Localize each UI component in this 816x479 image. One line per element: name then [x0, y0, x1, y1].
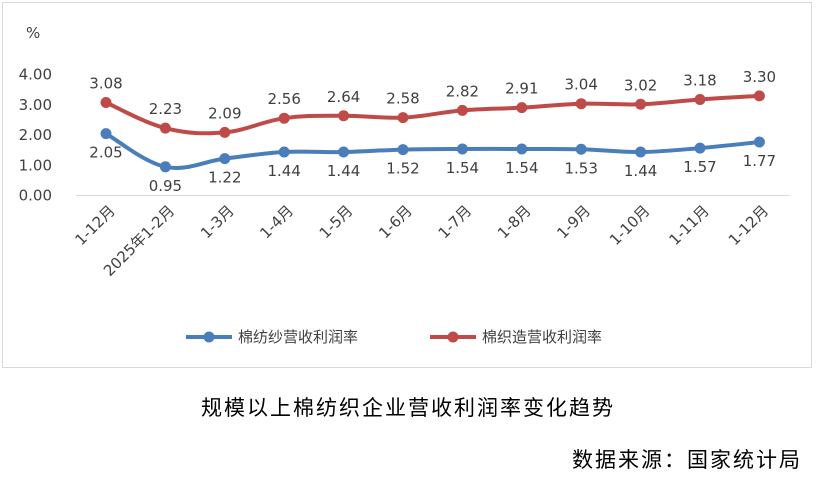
data-source-note: 数据来源：国家统计局	[572, 448, 802, 472]
y-tick-label: 0.00	[19, 187, 52, 205]
data-point	[516, 143, 528, 155]
data-point	[516, 102, 528, 114]
data-point	[278, 146, 290, 158]
x-tick-label: 1-3月	[197, 202, 238, 243]
data-point	[456, 143, 468, 155]
data-label: 3.18	[683, 71, 716, 89]
x-tick-label: 1-6月	[375, 202, 416, 243]
chart-caption: 规模以上棉纺织企业营收利润率变化趋势	[201, 396, 615, 420]
data-label: 1.77	[743, 152, 776, 170]
data-label: 1.53	[564, 159, 597, 177]
series-line	[104, 131, 762, 170]
legend-marker	[203, 331, 215, 343]
data-point	[397, 144, 409, 156]
x-tick-label: 1-12月	[725, 202, 772, 249]
x-tick-label: 1-12月	[71, 202, 118, 249]
y-axis-ticks: 0.00 1.00 2.00 3.00 4.00	[19, 66, 52, 205]
data-label: 1.44	[327, 162, 360, 180]
data-point	[219, 153, 231, 165]
x-tick-label: 1-10月	[606, 202, 653, 249]
y-tick-label: 1.00	[19, 156, 52, 174]
data-point	[397, 112, 409, 124]
data-label: 3.02	[624, 76, 657, 94]
data-label: 1.52	[386, 160, 419, 178]
x-tick-label: 1-9月	[553, 202, 594, 243]
y-axis-unit-label: %	[26, 24, 40, 42]
y-tick-label: 3.00	[19, 96, 52, 114]
data-label: 1.44	[267, 162, 300, 180]
data-point	[100, 96, 112, 108]
x-tick-label: 1-11月	[665, 202, 712, 249]
data-label: 1.44	[624, 162, 657, 180]
data-point	[694, 93, 706, 105]
data-point	[575, 143, 587, 155]
data-label: 2.09	[208, 104, 241, 122]
data-label: 3.04	[564, 76, 597, 94]
legend-marker	[447, 331, 459, 343]
data-label: 3.08	[89, 74, 122, 92]
data-point	[159, 122, 171, 134]
legend-label: 棉织造营收利润率	[482, 328, 602, 346]
data-point	[635, 98, 647, 110]
data-label: 2.05	[89, 144, 122, 162]
data-label: 1.54	[446, 159, 479, 177]
data-point	[159, 161, 171, 173]
data-label: 1.54	[505, 159, 538, 177]
data-label: 2.82	[446, 82, 479, 100]
series-layer	[100, 90, 765, 173]
series-line	[104, 93, 762, 136]
y-tick-label: 2.00	[19, 126, 52, 144]
data-point	[338, 110, 350, 122]
y-tick-label: 4.00	[19, 66, 52, 84]
legend: 棉纺纱营收利润率 棉织造营收利润率	[186, 328, 602, 346]
data-point	[338, 146, 350, 158]
data-point	[575, 98, 587, 110]
x-tick-label: 1-5月	[316, 202, 357, 243]
x-tick-label: 1-8月	[494, 202, 535, 243]
data-point	[753, 90, 765, 102]
data-label: 2.56	[267, 90, 300, 108]
legend-label: 棉纺纱营收利润率	[238, 328, 358, 346]
data-labels: 2.05 0.95 1.22 1.44 1.44 1.52 1.54 1.54 1.53 1.44…	[89, 68, 776, 195]
data-point	[635, 146, 647, 158]
data-label: 2.91	[505, 80, 538, 98]
data-point	[753, 136, 765, 148]
data-label: 1.57	[683, 158, 716, 176]
data-label: 2.23	[149, 100, 182, 118]
data-point	[278, 112, 290, 124]
data-point	[456, 104, 468, 116]
x-tick-label: 1-4月	[256, 202, 297, 243]
data-point	[100, 128, 112, 140]
data-label: 0.95	[149, 177, 182, 195]
x-tick-label: 1-7月	[435, 202, 476, 243]
data-label: 1.22	[208, 169, 241, 187]
data-label: 3.30	[743, 68, 776, 86]
data-label: 2.64	[327, 88, 360, 106]
data-point	[694, 142, 706, 154]
data-point	[219, 126, 231, 138]
data-label: 2.58	[386, 90, 419, 108]
chart-frame	[2, 2, 812, 368]
